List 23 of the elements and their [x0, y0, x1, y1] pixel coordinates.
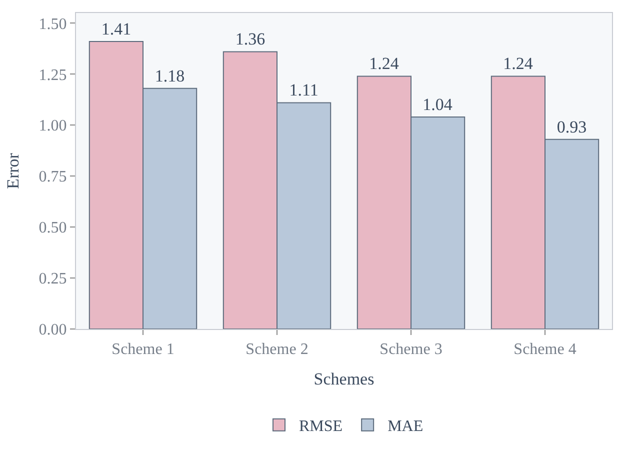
data-label: 1.41 — [101, 20, 132, 39]
data-label: 1.11 — [289, 80, 318, 100]
x-tick-label: Scheme 3 — [380, 341, 442, 358]
x-tick-label: Scheme 4 — [514, 341, 576, 358]
y-tick-label: 0.00 — [38, 322, 67, 339]
x-axis-title: Schemes — [314, 370, 374, 389]
data-label: 1.24 — [369, 54, 400, 74]
data-label: 0.93 — [556, 117, 587, 136]
y-tick-label: 0.50 — [38, 220, 67, 237]
y-axis-title: Error — [3, 152, 22, 189]
y-tick-label: 1.00 — [38, 118, 67, 135]
data-label: 1.04 — [422, 94, 453, 114]
legend-label: RMSE — [299, 418, 343, 436]
x-tick-label: Scheme 2 — [246, 341, 308, 358]
x-tick-label: Scheme 1 — [112, 341, 174, 358]
data-label: 1.36 — [235, 30, 266, 49]
y-tick-label: 1.25 — [38, 66, 67, 84]
data-label: 1.18 — [154, 66, 185, 86]
y-tick-label: 1.50 — [38, 16, 67, 33]
legend-label: MAE — [388, 418, 424, 436]
data-label: 1.24 — [503, 54, 534, 74]
y-tick-label: 0.25 — [38, 270, 67, 288]
y-tick-label: 0.75 — [38, 168, 67, 186]
